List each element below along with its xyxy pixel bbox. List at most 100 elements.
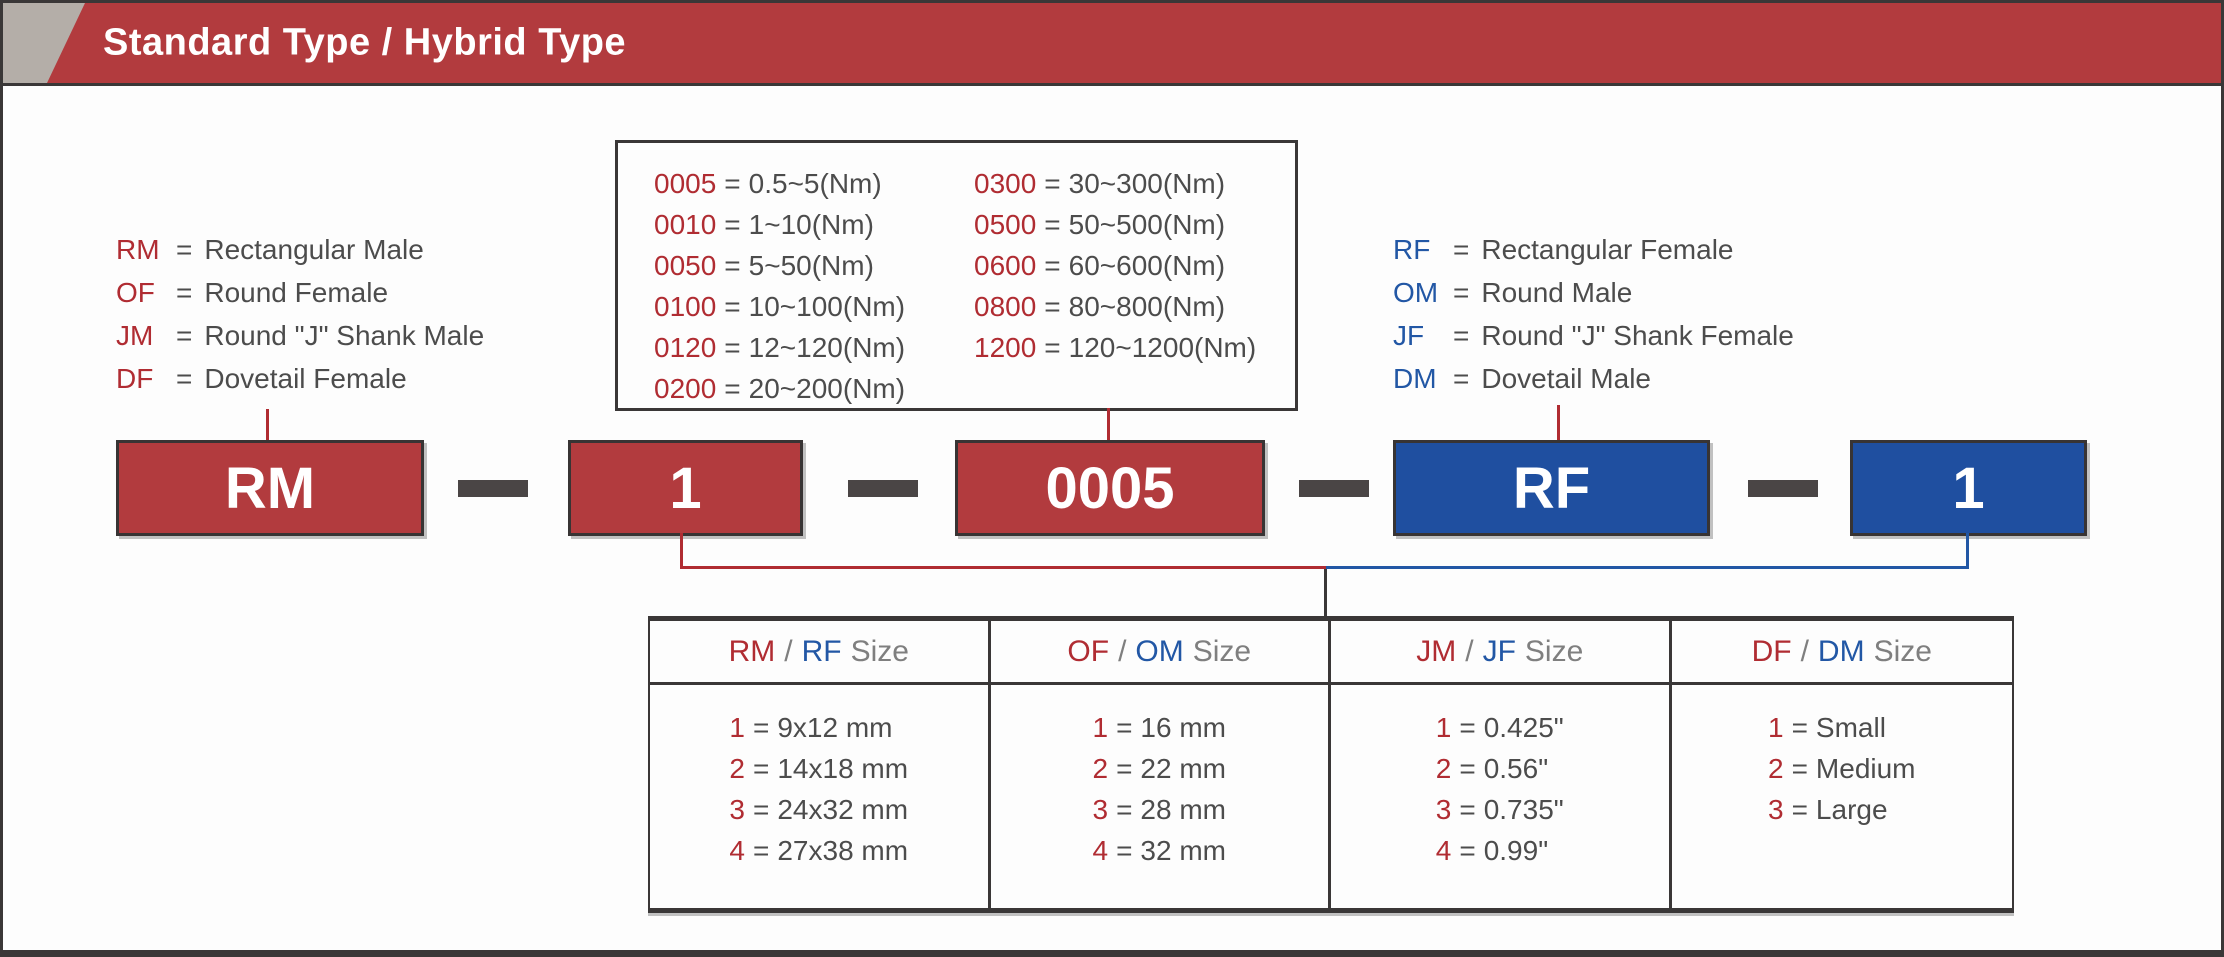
part-segment-label: RF <box>1512 455 1591 521</box>
size-row: 3 = Large <box>1768 789 1916 830</box>
equals-sign: = <box>1791 753 1808 784</box>
size-row: 1 = Small <box>1768 707 1916 748</box>
torque-item: 0010 = 1~10(Nm) <box>654 204 905 245</box>
equals-sign: = <box>176 277 193 308</box>
legend-description: Dovetail Male <box>1481 363 1651 394</box>
size-row: 3 = 0.735" <box>1436 789 1564 830</box>
size-list: 1 = Small 2 = Medium 3 = Large <box>1768 707 1916 830</box>
connector-left-legend-to-box <box>266 409 269 440</box>
size-number: 4 <box>729 835 745 866</box>
connector-right-legend-to-box <box>1557 405 1560 440</box>
size-row: 2 = 22 mm <box>1092 748 1226 789</box>
size-number: 1 <box>1435 712 1452 743</box>
header-suffix: Size <box>1192 634 1252 668</box>
torque-code: 0300 <box>974 168 1037 199</box>
size-value: 0.735" <box>1483 794 1564 825</box>
size-number: 2 <box>729 753 745 784</box>
torque-range: 120~1200(Nm) <box>1068 332 1257 363</box>
size-value: Large <box>1815 794 1888 825</box>
size-value: Medium <box>1815 753 1916 784</box>
page-title: Standard Type / Hybrid Type <box>103 21 627 64</box>
equals-sign: = <box>1116 835 1133 866</box>
legend-code: RM <box>116 234 160 265</box>
size-row: 4 = 32 mm <box>1092 830 1226 871</box>
equals-sign: = <box>1459 835 1476 866</box>
equals-sign: = <box>1453 234 1470 265</box>
slash-separator: / <box>1465 634 1474 668</box>
equals-sign: = <box>176 320 193 351</box>
legend-item: JM = Round "J" Shank Male <box>116 314 484 357</box>
equals-sign: = <box>176 363 193 394</box>
tail-type-legend: RF = Rectangular Female OM = Round Male JF = R… <box>1393 228 1794 400</box>
legend-description: Rectangular Female <box>1481 234 1734 265</box>
size-number: 3 <box>1767 794 1784 825</box>
size-value: 24x32 mm <box>777 794 909 825</box>
size-list: 1 = 16 mm 2 = 22 mm 3 = 28 mm 4 = 32 mm <box>1092 707 1226 871</box>
legend-item: DF = Dovetail Female <box>116 357 484 400</box>
size-table-header: RM / RF Size <box>650 621 991 685</box>
part-segment-label: 1 <box>1952 455 1985 521</box>
size-value: 27x38 mm <box>777 835 909 866</box>
legend-item: DM = Dovetail Male <box>1393 357 1794 400</box>
torque-item: 0100 = 10~100(Nm) <box>654 286 905 327</box>
part-segment-torque-code: 0005 <box>955 440 1265 536</box>
size-list: 1 = 0.425" 2 = 0.56" 3 = 0.735" 4 = 0.99" <box>1436 707 1564 871</box>
size-value: 32 mm <box>1140 835 1226 866</box>
torque-item: 0800 = 80~800(Nm) <box>974 286 1256 327</box>
equals-sign: = <box>1459 794 1476 825</box>
equals-sign: = <box>753 794 770 825</box>
torque-item: 0050 = 5~50(Nm) <box>654 245 905 286</box>
connector-junction-to-table <box>1324 569 1327 616</box>
torque-column-right: 0300 = 30~300(Nm) 0500 = 50~500(Nm) 0600 = 60~… <box>974 163 1256 368</box>
legend-code: RF <box>1393 234 1431 265</box>
size-table-header: JM / JF Size <box>1331 621 1672 685</box>
torque-range: 10~100(Nm) <box>748 291 906 322</box>
size-number: 2 <box>1435 753 1452 784</box>
torque-range: 80~800(Nm) <box>1068 291 1226 322</box>
torque-item: 0120 = 12~120(Nm) <box>654 327 905 368</box>
legend-code: OM <box>1393 277 1439 308</box>
header-code-blue: DM <box>1817 634 1865 668</box>
header-code-red: DF <box>1751 634 1792 668</box>
part-segment-label: 0005 <box>1045 455 1175 521</box>
size-number: 3 <box>729 794 745 825</box>
size-value: 9x12 mm <box>777 712 893 743</box>
part-segment-tail-size: 1 <box>1850 440 2087 536</box>
torque-range: 60~600(Nm) <box>1068 250 1226 281</box>
equals-sign: = <box>753 835 770 866</box>
equals-sign: = <box>1116 794 1133 825</box>
torque-code: 0100 <box>654 291 717 322</box>
torque-item: 1200 = 120~1200(Nm) <box>974 327 1256 368</box>
size-table-column: 1 = 9x12 mm 2 = 14x18 mm 3 = 24x32 mm 4 = 27x38 … <box>650 685 991 908</box>
torque-item: 0005 = 0.5~5(Nm) <box>654 163 905 204</box>
equals-sign: = <box>753 712 770 743</box>
size-table-column: 1 = 0.425" 2 = 0.56" 3 = 0.735" 4 = 0.99" <box>1331 685 1672 908</box>
slash-separator: / <box>1118 634 1127 668</box>
torque-code: 0005 <box>654 168 717 199</box>
legend-item: OM = Round Male <box>1393 271 1794 314</box>
torque-item: 0200 = 20~200(Nm) <box>654 368 905 409</box>
slash-separator: / <box>1800 634 1809 668</box>
header-code-blue: RF <box>801 634 842 668</box>
legend-item: RM = Rectangular Male <box>116 228 484 271</box>
equals-sign: = <box>1791 794 1808 825</box>
equals-sign: = <box>724 332 741 363</box>
size-row: 1 = 0.425" <box>1436 707 1564 748</box>
connector-red-size-horizontal <box>680 566 1326 569</box>
equals-sign: = <box>1044 291 1061 322</box>
size-table-header: DF / DM Size <box>1671 621 2012 685</box>
dash-separator <box>1299 480 1369 497</box>
size-row: 2 = Medium <box>1768 748 1916 789</box>
size-table-header: OF / OM Size <box>990 621 1331 685</box>
legend-description: Round Female <box>204 277 389 308</box>
header-code-red: JM <box>1416 634 1457 668</box>
legend-description: Round Male <box>1481 277 1633 308</box>
legend-code: JM <box>116 320 154 351</box>
size-row: 3 = 28 mm <box>1092 789 1226 830</box>
connector-torque-box-to-box <box>1107 408 1110 440</box>
part-segment-label: RM <box>224 455 316 521</box>
equals-sign: = <box>724 250 741 281</box>
size-number: 2 <box>1092 753 1109 784</box>
head-type-legend: RM = Rectangular Male OF = Round Female JM = R… <box>116 228 484 400</box>
torque-code: 0600 <box>974 250 1037 281</box>
